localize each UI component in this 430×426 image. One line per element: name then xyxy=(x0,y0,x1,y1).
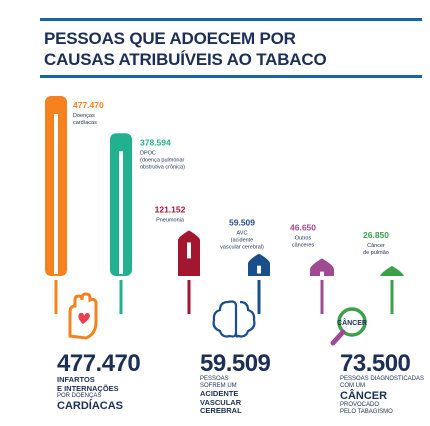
bar-1-label-2: obstrutiva crônica) xyxy=(140,164,185,170)
bar-5 xyxy=(380,265,404,277)
stat-number: 477.470 xyxy=(57,350,141,377)
bar-2-label-0: Pneumonia xyxy=(156,217,185,223)
bar-2-value: 121.152 xyxy=(155,204,186,214)
stat-caption-line: PESSOAS xyxy=(200,376,229,382)
bar-1-label-0: DPOC xyxy=(140,150,156,156)
bar-4-highlight xyxy=(320,271,324,278)
bar-4-label-1: cânceres xyxy=(292,242,315,248)
stat-caption-line: CARDÍACAS xyxy=(57,400,123,412)
stat-caption-line: VASCULAR xyxy=(200,397,242,407)
bar-1-value: 378.594 xyxy=(140,137,171,147)
brain-icon xyxy=(212,300,256,338)
bar-4 xyxy=(310,258,334,276)
bar-3-highlight xyxy=(257,265,261,274)
bar-2-highlight xyxy=(187,242,191,259)
stat-caption-line: COM UM xyxy=(340,383,365,389)
stat-caption-line: CEREBRAL xyxy=(200,406,242,415)
bar-3-label-2: vascular cerebral) xyxy=(220,245,264,251)
title-line-1: PESSOAS QUE ADOECEM POR xyxy=(44,29,296,48)
bar-3-label-1: (acidente xyxy=(231,238,254,244)
stat-block-2: 73.500 PESSOAS DIAGNOSTICADAS COM UM CÂNCER… xyxy=(340,352,424,416)
stat-caption-line: INFARTOS xyxy=(57,375,95,384)
bar-5-label-1: de pulmão xyxy=(363,250,389,256)
stat-caption-line: PESSOAS DIAGNOSTICADAS xyxy=(340,376,425,382)
stat-caption-line: PROVOCADO xyxy=(340,402,380,408)
bar-0-highlight xyxy=(54,114,58,274)
bar-3-label-0: AVC xyxy=(237,231,248,237)
page-title: PESSOAS QUE ADOECEM POR CAUSAS ATRIBUÍVE… xyxy=(44,28,327,70)
title-bottom-rule xyxy=(40,75,422,78)
magnifier-icon: CÂNCER xyxy=(330,307,367,346)
bar-4-label-0: Outros xyxy=(295,235,312,241)
stat-caption-line: SOFREM UM xyxy=(200,383,237,389)
stat-caption-line: PELO TABAGISMO xyxy=(340,409,393,415)
stat-caption-line: ACIDENTE xyxy=(200,389,239,398)
stat-block-0: 477.470 INFARTOS E INTERNAÇÕES POR DOENÇAS C… xyxy=(57,350,141,413)
stat-number: 73.500 xyxy=(340,350,411,377)
cancer-badge-label: CÂNCER xyxy=(337,318,367,327)
title-top-rule xyxy=(40,18,422,21)
stat-caption-line: POR DOENÇAS xyxy=(57,393,102,399)
stat-caption-line: E INTERNAÇÕES xyxy=(57,383,119,393)
bar-0-value: 477.470 xyxy=(73,100,104,110)
bar-3-value: 59.509 xyxy=(229,218,255,228)
bar-5-label-0: Câncer xyxy=(367,243,385,249)
bar-0-label-0: Doenças xyxy=(73,113,95,119)
stat-caption-line: CÂNCER xyxy=(340,390,388,402)
bar-3 xyxy=(248,253,270,276)
bar-0-label-1: cardíacas xyxy=(73,120,97,126)
bar-1-highlight xyxy=(119,151,123,274)
stat-number: 59.509 xyxy=(200,350,271,377)
title-line-2: CAUSAS ATRIBUÍVEIS AO TABACO xyxy=(44,50,327,69)
bar-1-label-1: (doença pulmonar xyxy=(140,157,185,163)
heart-hand-icon xyxy=(68,292,98,340)
bar-5-value: 26.850 xyxy=(363,230,389,240)
bar-4-value: 46.650 xyxy=(290,222,316,232)
stat-block-1: 59.509 PESSOAS SOFREM UM ACIDENTE VASCULAR CE… xyxy=(200,350,271,416)
